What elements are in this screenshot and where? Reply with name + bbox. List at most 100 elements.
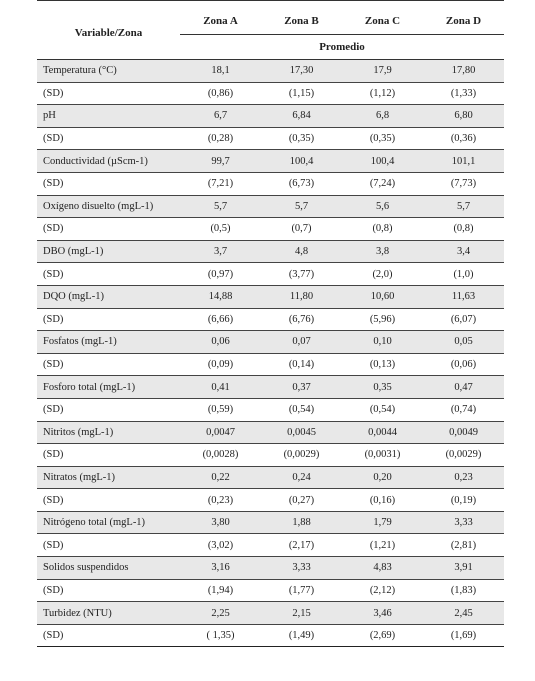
table-row: DBO (mgL-1) 3,7 4,8 3,8 3,4	[37, 240, 504, 264]
cell-zone-b: 100,4	[261, 149, 342, 173]
cell-zone-c: 3,46	[342, 601, 423, 625]
table-row: Nitrógeno total (mgL-1) 3,80 1,88 1,79 3,33	[37, 511, 504, 535]
cell-zone-d: (1,69)	[423, 624, 504, 648]
zone-a-header: Zona A	[180, 0, 261, 35]
cell-zone-d: (7,73)	[423, 172, 504, 196]
cell-zone-d: (1,0)	[423, 262, 504, 286]
table-row: Fosforo total (mgL-1) 0,41 0,37 0,35 0,47	[37, 375, 504, 399]
row-label: (SD)	[37, 127, 180, 151]
row-label: Turbidez (NTU)	[37, 601, 180, 625]
cell-zone-a: 3,80	[180, 511, 261, 535]
cell-zone-c: 6,8	[342, 104, 423, 128]
cell-zone-c: (5,96)	[342, 308, 423, 332]
row-label: (SD)	[37, 82, 180, 106]
table-row: Temperatura (°C) 18,1 17,30 17,9 17,80	[37, 59, 504, 83]
cell-zone-c: 1,79	[342, 511, 423, 535]
table-row: (SD) (0,0028) (0,0029) (0,0031) (0,0029)	[37, 443, 504, 467]
cell-zone-b: (0,7)	[261, 217, 342, 241]
cell-zone-c: (2,0)	[342, 262, 423, 286]
cell-zone-a: (0,59)	[180, 398, 261, 422]
cell-zone-a: 3,16	[180, 556, 261, 580]
cell-zone-c: 0,0044	[342, 421, 423, 445]
row-label: (SD)	[37, 488, 180, 512]
row-label: (SD)	[37, 262, 180, 286]
table-row: (SD)( 1,35) (1,49) (2,69) (1,69)	[37, 624, 504, 648]
cell-zone-b: (0,54)	[261, 398, 342, 422]
cell-zone-d: 0,0049	[423, 421, 504, 445]
cell-zone-a: 2,25	[180, 601, 261, 625]
cell-zone-b: 4,8	[261, 240, 342, 264]
row-label: (SD)	[37, 533, 180, 558]
row-label: Nitratos (mgL-1)	[37, 466, 180, 490]
cell-zone-b: (1,77)	[261, 579, 342, 603]
cell-zone-a: (6,66)	[180, 308, 261, 332]
cell-zone-a: (0,0028)	[180, 443, 261, 467]
row-label: pH	[37, 104, 180, 128]
cell-zone-c: (1,21)	[342, 533, 423, 558]
cell-zone-b: 5,7	[261, 195, 342, 219]
cell-zone-b: 3,33	[261, 556, 342, 580]
cell-zone-c: (0,16)	[342, 488, 423, 512]
cell-zone-b: (3,77)	[261, 262, 342, 286]
row-label: Oxígeno disuelto (mgL-1)	[37, 195, 180, 219]
cell-zone-c: 0,20	[342, 466, 423, 490]
cell-zone-a: (1,94)	[180, 579, 261, 603]
table-row: DQO (mgL-1) 14,88 11,80 10,60 11,63	[37, 285, 504, 309]
cell-zone-b: (0,27)	[261, 488, 342, 512]
table-row: (SD) (6,66) (6,76) (5,96) (6,07)	[37, 308, 504, 332]
water-quality-table: Variable/Zona Zona A Zona B Zona C Zona …	[37, 0, 504, 648]
table-row: (SD) (0,28) (0,35) (0,35) (0,36)	[37, 127, 504, 151]
table-row: (SD) (7,21) (6,73) (7,24) (7,73)	[37, 172, 504, 196]
cell-zone-a: (3,02)	[180, 533, 261, 558]
cell-zone-c: (7,24)	[342, 172, 423, 196]
cell-zone-b: 6,84	[261, 104, 342, 128]
cell-zone-c: 17,9	[342, 59, 423, 83]
cell-zone-d: (0,19)	[423, 488, 504, 512]
cell-zone-b: (6,73)	[261, 172, 342, 196]
cell-zone-b: 0,0045	[261, 421, 342, 445]
row-label: DQO (mgL-1)	[37, 285, 180, 309]
cell-zone-a: 0,41	[180, 375, 261, 399]
data-table-container: Variable/Zona Zona A Zona B Zona C Zona …	[37, 0, 504, 648]
cell-zone-a: (0,97)	[180, 262, 261, 286]
cell-zone-b: 11,80	[261, 285, 342, 309]
cell-zone-c: 0,10	[342, 330, 423, 354]
cell-zone-d: 0,23	[423, 466, 504, 490]
cell-zone-b: (0,0029)	[261, 443, 342, 467]
cell-zone-a: (0,28)	[180, 127, 261, 151]
row-label: Conductividad (µScm-1)	[37, 149, 180, 173]
cell-zone-d: (0,06)	[423, 353, 504, 377]
table-row: (SD) (0,09) (0,14) (0,13) (0,06)	[37, 353, 504, 377]
row-label: Fosfatos (mgL-1)	[37, 330, 180, 354]
cell-zone-b: (0,14)	[261, 353, 342, 377]
cell-zone-c: (2,12)	[342, 579, 423, 603]
cell-zone-c: (0,8)	[342, 217, 423, 241]
cell-zone-b: 0,07	[261, 330, 342, 354]
table-row: Solidos suspendidos 3,16 3,33 4,83 3,91	[37, 556, 504, 580]
cell-zone-b: (0,35)	[261, 127, 342, 151]
row-label: Solidos suspendidos	[37, 556, 180, 580]
cell-zone-a: 18,1	[180, 59, 261, 83]
row-label: Nitritos (mgL-1)	[37, 421, 180, 445]
cell-zone-a: 3,7	[180, 240, 261, 264]
row-label: (SD)	[37, 217, 180, 241]
cell-zone-d: 0,47	[423, 375, 504, 399]
cell-zone-b: 0,24	[261, 466, 342, 490]
table-row: (SD) (0,97) (3,77) (2,0) (1,0)	[37, 262, 504, 286]
cell-zone-d: 3,91	[423, 556, 504, 580]
cell-zone-c: 3,8	[342, 240, 423, 264]
cell-zone-a: 0,06	[180, 330, 261, 354]
cell-zone-a: 6,7	[180, 104, 261, 128]
cell-zone-c: 0,35	[342, 375, 423, 399]
table-row: (SD) (0,23) (0,27) (0,16) (0,19)	[37, 488, 504, 512]
cell-zone-d: (0,8)	[423, 217, 504, 241]
cell-zone-d: (0,36)	[423, 127, 504, 151]
cell-zone-c: (0,0031)	[342, 443, 423, 467]
table-row: Fosfatos (mgL-1) 0,06 0,07 0,10 0,05	[37, 330, 504, 354]
cell-zone-b: 0,37	[261, 375, 342, 399]
average-subheader: Promedio	[180, 34, 504, 60]
cell-zone-c: (0,54)	[342, 398, 423, 422]
variable-zone-header: Variable/Zona	[37, 0, 180, 60]
table-row: Turbidez (NTU) 2,25 2,15 3,46 2,45	[37, 601, 504, 625]
cell-zone-d: (1,33)	[423, 82, 504, 106]
